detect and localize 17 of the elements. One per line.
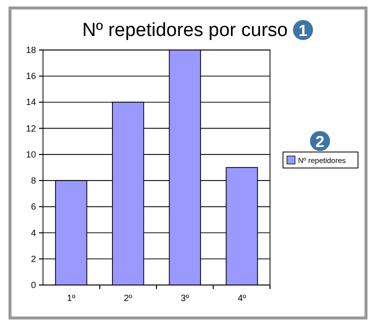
text: 2	[316, 134, 325, 151]
x-tick-label: 3º	[180, 293, 190, 303]
x-tick-label: 4º	[238, 293, 247, 303]
y-tick-label: 18	[26, 45, 36, 55]
y-tick-label: 0	[30, 280, 36, 290]
text: 1	[298, 23, 308, 40]
y-tick-label: 4	[30, 228, 36, 238]
y-tick-label: 16	[26, 71, 36, 82]
y-tick-label: 2	[30, 254, 36, 264]
y-tick-label: 10	[26, 149, 36, 160]
y-tick-label: 6	[30, 202, 36, 212]
y-tick-label: 14	[26, 97, 36, 108]
x-tick-label: 1º	[67, 293, 76, 303]
y-tick-label: 8	[30, 176, 36, 186]
chart-title: Nº repetidores por curso	[82, 20, 288, 41]
y-tick-label: 12	[26, 123, 36, 134]
x-tick-label: 2º	[124, 293, 133, 303]
